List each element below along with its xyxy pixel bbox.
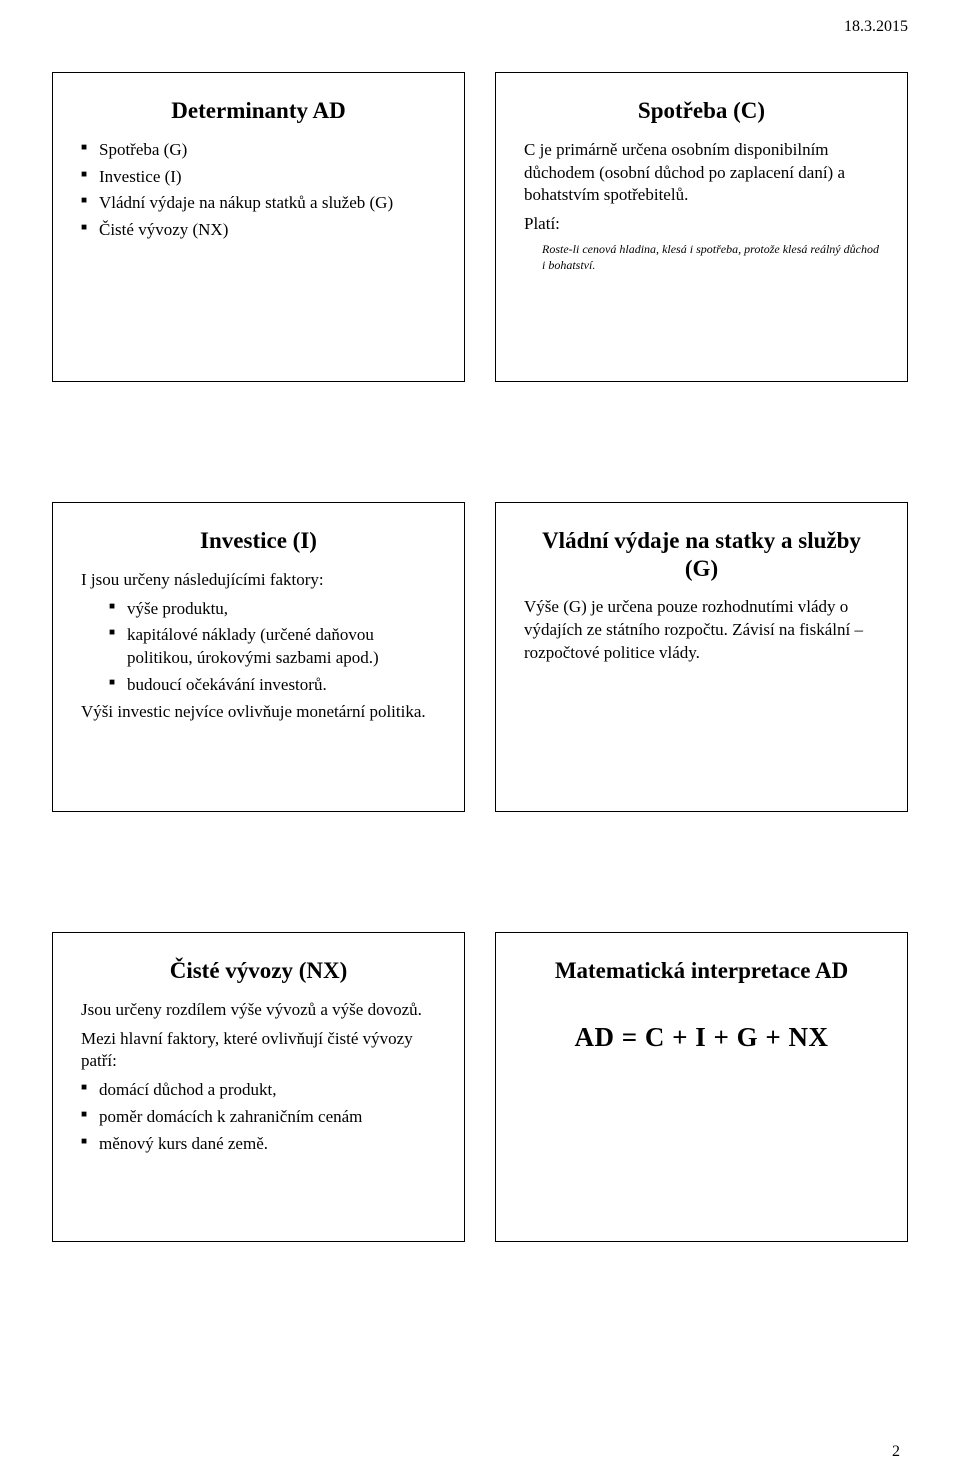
outro-text: Výši investic nejvíce ovlivňuje monetárn… xyxy=(81,701,436,724)
slide-vladni-vydaje-g: Vládní výdaje na statky a služby (G) Výš… xyxy=(495,502,908,812)
slide-body: AD = C + I + G + NX xyxy=(524,1019,879,1055)
header-date: 18.3.2015 xyxy=(52,18,908,36)
paragraph: Jsou určeny rozdílem výše vývozů a výše … xyxy=(81,999,436,1022)
paragraph: Mezi hlavní faktory, které ovlivňují čis… xyxy=(81,1028,436,1074)
note-text: Roste-li cenová hladina, klesá i spotřeb… xyxy=(542,242,879,273)
slide-matematicka-interpretace-ad: Matematická interpretace AD AD = C + I +… xyxy=(495,932,908,1242)
slide-spotreba-c: Spotřeba (C) C je primárně určena osobní… xyxy=(495,72,908,382)
slide-ciste-vyvozy-nx: Čisté vývozy (NX) Jsou určeny rozdílem v… xyxy=(52,932,465,1242)
slide-investice-i: Investice (I) I jsou určeny následujícím… xyxy=(52,502,465,812)
list-item: měnový kurs dané země. xyxy=(81,1133,436,1156)
paragraph: C je primárně určena osobním disponibiln… xyxy=(524,139,879,208)
list-item: domácí důchod a produkt, xyxy=(81,1079,436,1102)
list-item: Spotřeba (G) xyxy=(81,139,436,162)
paragraph: Platí: xyxy=(524,213,879,236)
slide-title: Determinanty AD xyxy=(81,97,436,125)
slide-title: Matematická interpretace AD xyxy=(524,957,879,985)
page-number: 2 xyxy=(892,1443,900,1461)
intro-text: I jsou určeny následujícími faktory: xyxy=(81,569,436,592)
list-item: výše produktu, xyxy=(81,598,436,621)
list-item: budoucí očekávání investorů. xyxy=(81,674,436,697)
list-item: Investice (I) xyxy=(81,166,436,189)
slide-title: Spotřeba (C) xyxy=(524,97,879,125)
slide-determinanty-ad: Determinanty AD Spotřeba (G) Investice (… xyxy=(52,72,465,382)
page: 18.3.2015 Determinanty AD Spotřeba (G) I… xyxy=(0,0,960,1479)
slide-body: C je primárně určena osobním disponibiln… xyxy=(524,139,879,274)
formula-text: AD = C + I + G + NX xyxy=(524,1019,879,1055)
bullet-list: výše produktu, kapitálové náklady (určen… xyxy=(81,598,436,698)
slides-grid: Determinanty AD Spotřeba (G) Investice (… xyxy=(52,72,908,1242)
slide-title: Čisté vývozy (NX) xyxy=(81,957,436,985)
bullet-list: Spotřeba (G) Investice (I) Vládní výdaje… xyxy=(81,139,436,243)
list-item: Čisté vývozy (NX) xyxy=(81,219,436,242)
slide-body: I jsou určeny následujícími faktory: výš… xyxy=(81,569,436,725)
slide-title: Investice (I) xyxy=(81,527,436,555)
list-item: Vládní výdaje na nákup statků a služeb (… xyxy=(81,192,436,215)
slide-title: Vládní výdaje na statky a služby (G) xyxy=(524,527,879,582)
slide-body: Spotřeba (G) Investice (I) Vládní výdaje… xyxy=(81,139,436,243)
list-item: poměr domácích k zahraničním cenám xyxy=(81,1106,436,1129)
slide-body: Jsou určeny rozdílem výše vývozů a výše … xyxy=(81,999,436,1157)
bullet-list: domácí důchod a produkt, poměr domácích … xyxy=(81,1079,436,1156)
paragraph: Výše (G) je určena pouze rozhodnutími vl… xyxy=(524,596,879,665)
list-item: kapitálové náklady (určené daňovou polit… xyxy=(81,624,436,670)
slide-body: Výše (G) je určena pouze rozhodnutími vl… xyxy=(524,596,879,665)
